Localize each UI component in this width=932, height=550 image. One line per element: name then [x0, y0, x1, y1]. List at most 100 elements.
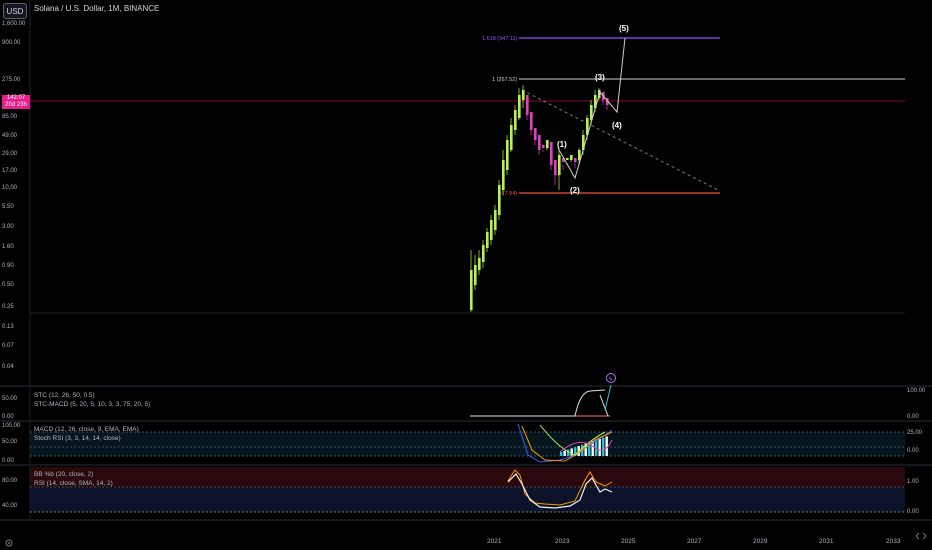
candle — [554, 160, 557, 175]
candle — [514, 110, 517, 130]
candle — [594, 95, 597, 108]
current-price-tag: 142.07 — [2, 95, 30, 102]
candle — [534, 128, 537, 140]
macd-hist-bar — [570, 448, 573, 456]
price-tick: 0.90 — [2, 263, 14, 269]
bb-left-tick-40: 40.00 — [2, 503, 18, 509]
candle — [590, 105, 593, 120]
alert-icon — [606, 373, 616, 383]
candle — [578, 150, 581, 160]
price-tick: 5.50 — [2, 204, 14, 210]
candle — [558, 155, 561, 175]
macd-hist-bar — [567, 449, 570, 456]
candle — [582, 135, 585, 150]
macd-left-tick-100: 100.00 — [2, 423, 21, 429]
candle — [470, 270, 473, 310]
wave-label-2: (2) — [570, 186, 580, 195]
stc-left-tick-50: 50.00 — [2, 396, 18, 402]
time-tick: 2029 — [753, 538, 768, 545]
candle — [546, 140, 549, 148]
time-tick: 2025 — [621, 538, 636, 545]
rsi-label[interactable]: RSI (14, close, SMA, 14, 2) — [34, 480, 113, 487]
candle — [474, 265, 477, 285]
candle — [574, 158, 577, 162]
price-tick: 0.13 — [2, 324, 14, 330]
macd-pane — [30, 423, 905, 463]
price-tick: 1,600.00 — [2, 21, 26, 27]
price-tick: 275.00 — [2, 77, 21, 83]
macd-hist-bar — [574, 447, 577, 456]
macd-hist-bar — [605, 436, 608, 456]
stoch-band — [30, 432, 905, 456]
candle — [570, 155, 573, 160]
trend-line — [521, 89, 719, 191]
candle — [606, 98, 609, 105]
bb-right-tick-1: 1.00 — [907, 479, 919, 485]
candle — [530, 112, 533, 130]
fib-ext-label: 1.618 (947.11) — [482, 36, 518, 42]
candle — [542, 145, 545, 148]
candle — [482, 245, 485, 262]
currency-button[interactable]: USD — [3, 3, 27, 19]
candles — [470, 85, 609, 312]
stc-line — [470, 389, 606, 417]
macd-right-tick-0: 0.00 — [907, 448, 919, 454]
stoch-rsi-label[interactable]: Stoch RSI (3, 3, 14, 14, close) — [34, 435, 121, 442]
candle — [522, 90, 525, 100]
stc-right-tick-100: 100.00 — [907, 388, 926, 394]
price-tick: 0.04 — [2, 364, 14, 370]
wave-path — [557, 37, 626, 180]
candle — [502, 160, 505, 190]
time-tick: 2023 — [555, 538, 570, 545]
candle — [566, 158, 569, 160]
time-tick: 2033 — [886, 538, 901, 545]
macd-left-tick-0: 0.00 — [2, 458, 14, 464]
candle — [510, 125, 513, 150]
price-tick: 900.00 — [2, 40, 21, 46]
price-tick: 10.00 — [2, 185, 18, 191]
time-axis: 2021 2023 2025 2027 2029 2031 2033 — [487, 538, 901, 545]
price-tick: 17.00 — [2, 168, 18, 174]
macd-hist-bar — [598, 438, 601, 456]
fib-zero-label: 0 (7.94) — [498, 191, 517, 197]
candle — [550, 142, 553, 165]
candle — [494, 210, 497, 230]
settings-icon[interactable] — [3, 537, 15, 549]
expand-icon[interactable] — [914, 531, 928, 541]
time-tick: 2021 — [487, 538, 502, 545]
macd-hist-bar — [584, 443, 587, 456]
stc-right-tick-0: 0.00 — [907, 414, 919, 420]
price-tick: 0.25 — [2, 304, 14, 310]
candle-countdown: 20d 23h — [2, 102, 30, 109]
symbol-title: Solana / U.S. Dollar, 1M, BINANCE — [34, 4, 160, 13]
stc-pane: ϟ — [470, 373, 616, 417]
candle — [498, 185, 501, 215]
bb-pane — [30, 467, 905, 513]
stc-left-tick-0: 0.00 — [2, 414, 14, 420]
candle — [526, 95, 529, 115]
macd-left-tick-50: 50.00 — [2, 439, 18, 445]
bb-left-tick-80: 80.00 — [2, 478, 18, 484]
macd-label[interactable]: MACD (12, 26, close, 9, EMA, EMA) — [34, 426, 139, 433]
stc-label[interactable]: STC (12, 26, 50, 0.5) — [34, 392, 95, 399]
macd-hist-bar — [591, 441, 594, 456]
candle — [518, 95, 521, 118]
bb-label[interactable]: BB %b (20, close, 2) — [34, 471, 94, 478]
macd-right-tick-25: 25.00 — [907, 430, 923, 436]
time-tick: 2027 — [687, 538, 702, 545]
price-tick: 49.00 — [2, 133, 18, 139]
price-tick: 0.50 — [2, 282, 14, 288]
candle — [490, 220, 493, 240]
candle — [538, 135, 541, 150]
wave-label-1: (1) — [557, 140, 567, 149]
wave-label-3: (3) — [595, 73, 605, 82]
fib-one-label: 1 (267.52) — [492, 77, 517, 83]
price-tick: 0.07 — [2, 343, 14, 349]
macd-hist-bar — [602, 437, 605, 456]
alert-icon-glyph: ϟ — [609, 377, 613, 383]
candle — [478, 258, 481, 270]
macd-hist-bar — [595, 440, 598, 456]
price-tick: 1.60 — [2, 244, 14, 250]
stc-macd-label[interactable]: STC-MACD (5, 20, 5, 10, 3, 3, 75, 20, 5) — [34, 401, 151, 408]
